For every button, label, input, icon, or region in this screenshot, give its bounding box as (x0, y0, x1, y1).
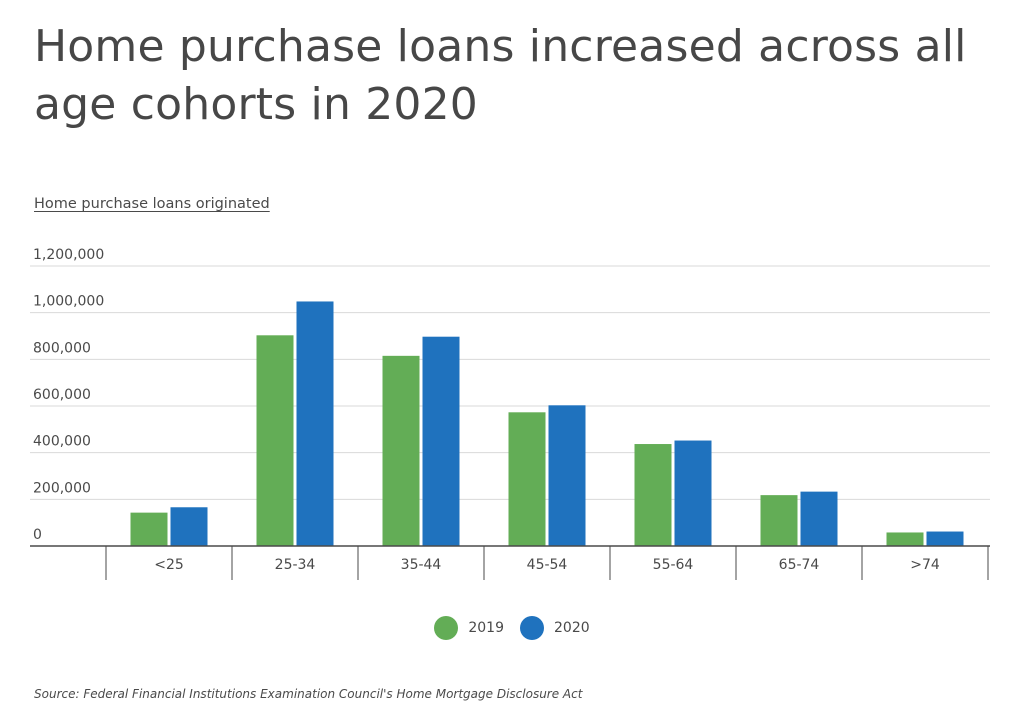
bar-2019-45-54 (508, 412, 546, 546)
chart-title: Home purchase loans increased across all… (34, 21, 967, 130)
bar-2020-<25 (170, 507, 208, 546)
x-category-label: 65-74 (779, 557, 820, 573)
bar-2019-35-44 (382, 355, 420, 546)
y-axis-ticks: 0 200,000 400,000 600,000 800,000 1,000,000 1,… (33, 247, 104, 543)
legend-swatch-2019 (434, 616, 459, 640)
y-tick-label: 1,000,000 (33, 294, 104, 310)
bar-2020-45-54 (548, 405, 586, 546)
bar-2019-25-34 (256, 335, 294, 546)
bar-2019-55-64 (634, 444, 672, 546)
x-category-label: 55-64 (653, 557, 694, 573)
legend-label-2019: 2019 (468, 620, 504, 636)
legend: 2019 2020 (0, 616, 1024, 640)
bar-2020-55-64 (674, 440, 712, 546)
y-tick-label: 1,200,000 (33, 247, 104, 263)
x-category-label: >74 (910, 557, 940, 573)
bar-2020-25-34 (296, 301, 334, 546)
y-tick-label: 200,000 (33, 480, 91, 496)
bar-2020-65-74 (800, 491, 838, 546)
bar-2019-65-74 (760, 495, 798, 546)
x-category-label: 35-44 (401, 557, 442, 573)
bar-2020-35-44 (422, 336, 460, 546)
legend-label-2020: 2020 (554, 620, 590, 636)
bars (130, 301, 964, 546)
x-category-label: 25-34 (275, 557, 316, 573)
y-tick-label: 400,000 (33, 434, 91, 450)
legend-swatch-2020 (520, 616, 544, 640)
x-axis-categories: <25 25-34 35-44 45-54 55-64 65-74 >74 (154, 557, 940, 573)
bar-2019-<25 (130, 512, 168, 546)
x-category-label: 45-54 (527, 557, 568, 573)
y-axis-label: Home purchase loans originated (34, 196, 270, 212)
y-tick-label: 600,000 (33, 387, 91, 403)
x-category-label: <25 (154, 557, 184, 573)
bar-2019->74 (886, 532, 924, 546)
bar-chart: 0 200,000 400,000 600,000 800,000 1,000,000 1,… (30, 247, 990, 580)
y-tick-label: 800,000 (33, 340, 91, 356)
bar-2020->74 (926, 531, 964, 546)
y-tick-label: 0 (33, 527, 42, 543)
legend-item-2019: 2019 (434, 616, 504, 640)
x-axis (30, 545, 990, 580)
source-note: Source: Federal Financial Institutions E… (34, 687, 583, 701)
legend-item-2020: 2020 (520, 616, 590, 640)
